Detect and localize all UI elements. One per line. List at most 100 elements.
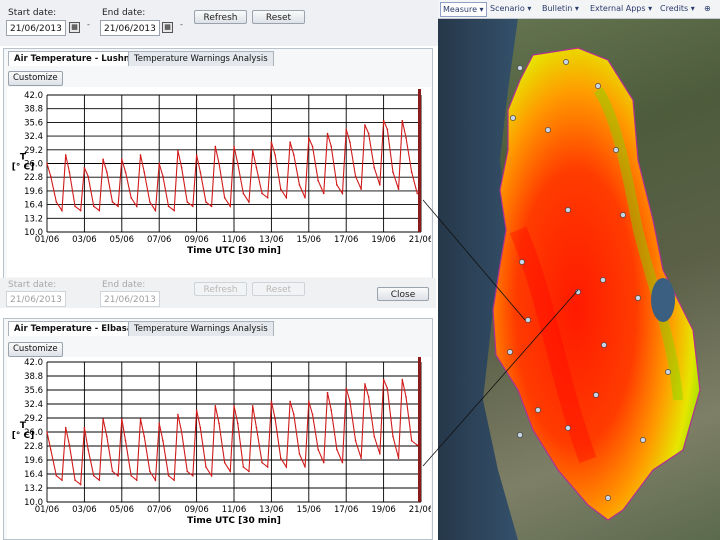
tab-temperature-warnings[interactable]: Temperature Warnings Analysis xyxy=(128,51,274,66)
data-point xyxy=(349,141,351,143)
refresh-button[interactable]: Refresh xyxy=(194,282,247,296)
data-point xyxy=(410,171,413,173)
data-point xyxy=(83,426,86,429)
y-tick-label: 29.2 xyxy=(24,146,43,156)
end-date-label: End date: xyxy=(102,8,146,18)
data-point xyxy=(49,175,52,178)
y-axis-label: T xyxy=(20,153,27,163)
x-tick-label: 01/06 xyxy=(35,235,60,245)
data-point xyxy=(416,192,419,195)
data-point xyxy=(317,179,319,182)
data-point xyxy=(322,192,325,195)
data-point xyxy=(111,470,114,473)
scenario-menu[interactable]: Scenario ▾ xyxy=(490,4,532,13)
data-point xyxy=(195,409,198,411)
data-point xyxy=(117,205,119,208)
chart-panel-lushnje: Air Temperature - Lushnje Temperature Wa… xyxy=(3,48,433,280)
data-point xyxy=(289,141,291,143)
measure-menu[interactable]: Measure ▾ xyxy=(440,2,487,17)
data-point xyxy=(158,422,160,425)
y-tick-label: 35.6 xyxy=(24,118,43,128)
x-tick-label: 21/06 xyxy=(409,235,431,245)
start-date-label: Start date: xyxy=(8,280,57,290)
data-point xyxy=(266,466,269,468)
data-point xyxy=(46,162,48,165)
time-spinner-icon[interactable]: - xyxy=(87,20,90,29)
y-axis-label: T xyxy=(20,421,27,431)
y-axis-label: [° C] xyxy=(12,163,34,173)
external-apps-menu[interactable]: External Apps ▾ xyxy=(590,4,653,13)
x-tick-label: 19/06 xyxy=(371,235,396,245)
credits-menu[interactable]: Credits ▾ xyxy=(660,4,695,13)
data-point xyxy=(162,175,164,178)
x-tick-label: 05/06 xyxy=(110,235,135,245)
x-tick-label: 15/06 xyxy=(297,235,322,245)
x-tick-label: 21/06 xyxy=(409,505,431,515)
data-point xyxy=(405,137,407,139)
y-tick-label: 26.0 xyxy=(24,160,43,170)
x-tick-label: 13/06 xyxy=(259,235,284,245)
data-point xyxy=(233,404,235,407)
data-point xyxy=(55,201,58,203)
data-point xyxy=(251,149,254,152)
data-point xyxy=(195,154,198,156)
bulletin-menu[interactable]: Bulletin ▾ xyxy=(542,4,579,13)
data-point xyxy=(199,426,202,429)
data-point xyxy=(248,201,250,203)
data-point xyxy=(392,171,394,173)
data-point xyxy=(139,418,142,420)
y-tick-label: 38.8 xyxy=(24,372,43,382)
data-point xyxy=(382,378,385,381)
data-point xyxy=(92,205,95,208)
tab-air-temperature-lushnje[interactable]: Air Temperature - Lushnje xyxy=(8,51,145,66)
time-spinner-icon[interactable]: - xyxy=(180,20,183,29)
data-point xyxy=(214,145,217,148)
x-tick-label: 07/06 xyxy=(147,505,172,515)
data-point xyxy=(102,158,104,161)
data-point xyxy=(192,474,194,477)
data-point xyxy=(218,422,220,425)
refresh-button[interactable]: Refresh xyxy=(194,10,247,24)
end-date-input[interactable]: 21/06/2013 xyxy=(100,291,160,307)
customize-button[interactable]: Customize xyxy=(8,342,63,357)
data-point xyxy=(336,448,338,451)
data-point xyxy=(266,196,269,199)
data-point xyxy=(46,431,48,433)
data-point xyxy=(180,166,183,169)
data-point xyxy=(236,422,239,425)
data-point xyxy=(214,404,217,407)
data-point xyxy=(192,205,194,208)
data-point xyxy=(401,119,404,122)
map-view[interactable]: Measure ▾ Scenario ▾ Bulletin ▾ External… xyxy=(438,0,720,540)
data-point xyxy=(382,119,385,122)
end-date-input[interactable]: 21/06/2013 xyxy=(100,20,160,36)
data-point xyxy=(102,418,104,420)
data-point xyxy=(298,184,301,186)
data-point xyxy=(158,162,160,165)
data-point xyxy=(270,400,273,403)
data-point xyxy=(177,149,179,152)
start-date-input[interactable]: 21/06/2013 xyxy=(6,20,66,36)
tab-air-temperature-elbasan[interactable]: Air Temperature - Elbasan xyxy=(8,321,145,336)
reset-button[interactable]: Reset xyxy=(252,282,305,296)
albania-temperature-map[interactable] xyxy=(438,0,720,540)
data-point xyxy=(330,409,333,411)
data-point xyxy=(386,128,389,131)
x-tick-label: 11/06 xyxy=(222,505,247,515)
x-tick-label: 11/06 xyxy=(222,235,247,245)
data-point xyxy=(210,474,213,477)
data-point xyxy=(61,209,63,212)
customize-button[interactable]: Customize xyxy=(8,71,63,86)
data-point xyxy=(326,132,329,135)
calendar-icon[interactable]: ▦ xyxy=(162,22,173,33)
current-time-marker xyxy=(418,89,421,232)
close-button[interactable]: Close xyxy=(377,287,429,301)
start-date-input[interactable]: 21/06/2013 xyxy=(6,291,66,307)
data-point xyxy=(279,188,282,190)
tab-temperature-warnings[interactable]: Temperature Warnings Analysis xyxy=(128,321,274,336)
data-point xyxy=(223,196,226,199)
data-point xyxy=(49,448,52,451)
globe-icon[interactable]: ⊕ xyxy=(704,4,711,13)
calendar-icon[interactable]: ▦ xyxy=(69,22,80,33)
reset-button[interactable]: Reset xyxy=(252,10,305,24)
